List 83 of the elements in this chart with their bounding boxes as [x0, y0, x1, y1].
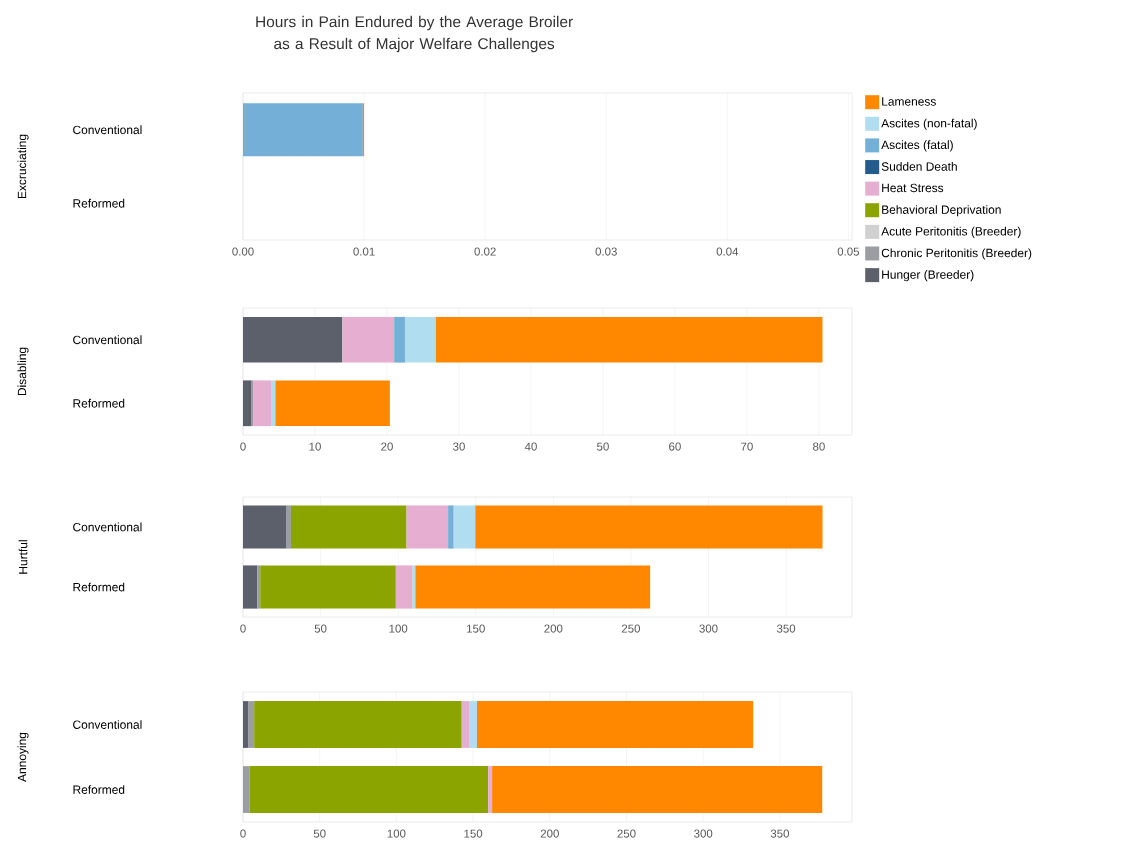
x-tick-label: 350 [776, 624, 796, 633]
x-tick-label: 60 [669, 442, 681, 451]
x-tick-label: 50 [597, 442, 609, 451]
x-tick-label: 20 [381, 442, 393, 451]
legend-label: Chronic Peritonitis (Breeder) [881, 248, 1032, 260]
legend-label: Lameness [882, 97, 936, 106]
bar [249, 766, 489, 813]
x-tick-label: 0.04 [716, 247, 739, 256]
bar [275, 380, 390, 427]
bar [394, 316, 405, 363]
y-tick-label: Reformed [73, 398, 125, 408]
legend-label: Ascites (non-fatal) [881, 118, 977, 130]
x-tick-label: 0.02 [474, 247, 496, 256]
x-tick-label: 50 [314, 624, 327, 633]
bar [475, 505, 823, 549]
x-tick-label: 0.00 [232, 247, 254, 256]
y-tick-label: Conventional [73, 125, 142, 135]
y-tick-label: Conventional [73, 720, 142, 729]
legend-label: Hunger (Breeder) [882, 270, 974, 282]
x-tick-label: 0.03 [595, 247, 617, 256]
y-tick-label: Reformed [73, 785, 125, 794]
bar [469, 701, 477, 748]
legend-label: Acute Peritonitis (Breeder) [881, 226, 1021, 238]
bar [243, 766, 250, 813]
bar [286, 505, 291, 549]
bar [243, 701, 249, 748]
bar [453, 505, 476, 549]
x-tick-label: 0 [240, 829, 246, 838]
y-axis-title: Disabling [17, 347, 29, 396]
x-tick-label: 100 [389, 624, 408, 633]
x-tick-label: 50 [313, 829, 326, 838]
chart-title: Hours in Pain Endured by the Average Broiler as a Result of Major Welfare Challenges [256, 15, 573, 53]
x-tick-label: 100 [387, 829, 406, 838]
x-tick-label: 0 [240, 442, 246, 451]
x-tick-label: 80 [813, 442, 825, 451]
bar [243, 505, 287, 549]
x-tick-label: 150 [464, 829, 483, 838]
x-tick-label: 250 [617, 829, 636, 838]
bar [260, 565, 396, 609]
legend-label: Heat Stress [882, 183, 944, 193]
x-tick-label: 40 [524, 442, 537, 451]
bar [243, 316, 343, 363]
bar [415, 565, 651, 609]
bar [476, 701, 754, 748]
bar [342, 316, 395, 363]
bar [243, 380, 252, 427]
legend-label: Behavioral Deprivation [882, 205, 1001, 217]
bar [271, 380, 276, 427]
x-tick-label: 150 [467, 624, 485, 633]
bar [253, 380, 272, 427]
x-tick-label: 0.01 [353, 247, 375, 256]
x-tick-label: 200 [544, 624, 563, 633]
x-tick-label: 30 [453, 442, 465, 451]
y-axis-title: Annoying [17, 732, 29, 782]
bar [488, 766, 493, 813]
bar [406, 505, 449, 549]
bar [290, 505, 407, 549]
y-tick-label: Reformed [73, 198, 125, 208]
y-axis-title: Excruciating [17, 134, 29, 199]
x-tick-label: 350 [770, 829, 790, 838]
x-tick-label: 70 [741, 442, 753, 451]
bar [395, 565, 413, 609]
bar [461, 701, 470, 748]
y-tick-label: Conventional [73, 335, 142, 345]
x-tick-label: 250 [621, 624, 641, 633]
bar [257, 565, 261, 609]
bar [435, 316, 823, 363]
legend-label: Ascites (fatal) [881, 140, 953, 152]
x-tick-label: 200 [540, 829, 559, 838]
bar [404, 316, 436, 363]
y-axis-title: Hurtful [18, 540, 28, 574]
y-tick-label: Conventional [73, 522, 142, 532]
bar [492, 766, 823, 813]
x-tick-label: 300 [694, 829, 713, 838]
legend-label: Sudden Death [881, 161, 957, 171]
x-tick-label: 0.05 [837, 247, 860, 256]
x-tick-label: 10 [309, 442, 321, 451]
x-tick-label: 300 [699, 624, 718, 633]
bar [243, 565, 258, 609]
bar [448, 505, 454, 549]
y-tick-label: Reformed [73, 582, 125, 592]
x-tick-label: 0 [240, 624, 246, 633]
bar [254, 701, 462, 748]
